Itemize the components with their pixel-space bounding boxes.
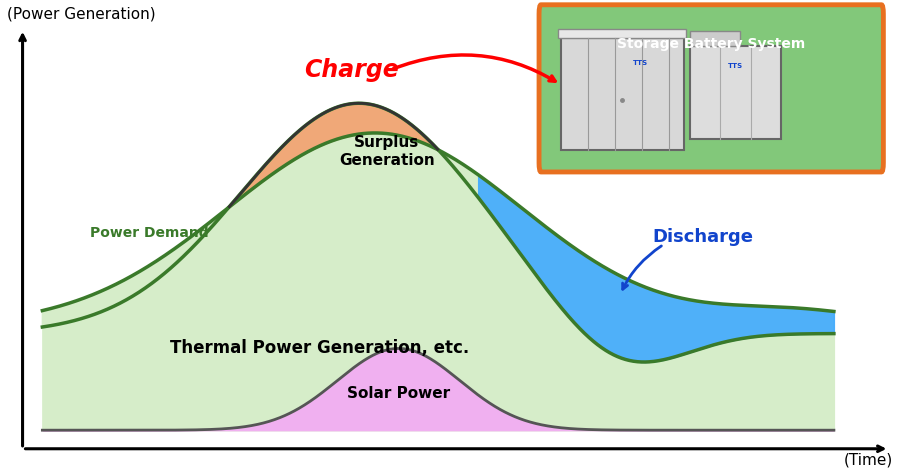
- Bar: [689, 31, 740, 46]
- Text: Discharge: Discharge: [652, 228, 754, 246]
- FancyBboxPatch shape: [539, 5, 884, 172]
- Text: Surplus
Generation: Surplus Generation: [338, 135, 435, 168]
- Text: Solar Power: Solar Power: [347, 386, 450, 400]
- Text: (Power Generation): (Power Generation): [6, 7, 156, 22]
- Text: TTS: TTS: [633, 60, 648, 66]
- Text: Charge: Charge: [303, 58, 399, 82]
- Text: Storage Battery System: Storage Battery System: [617, 37, 806, 51]
- Text: Power Demand: Power Demand: [90, 226, 209, 240]
- Text: TTS: TTS: [728, 63, 742, 69]
- Text: (Time): (Time): [844, 453, 894, 468]
- Text: Thermal Power Generation, etc.: Thermal Power Generation, etc.: [170, 340, 469, 357]
- Bar: [561, 38, 683, 150]
- Bar: [558, 29, 686, 38]
- Bar: [689, 46, 781, 138]
